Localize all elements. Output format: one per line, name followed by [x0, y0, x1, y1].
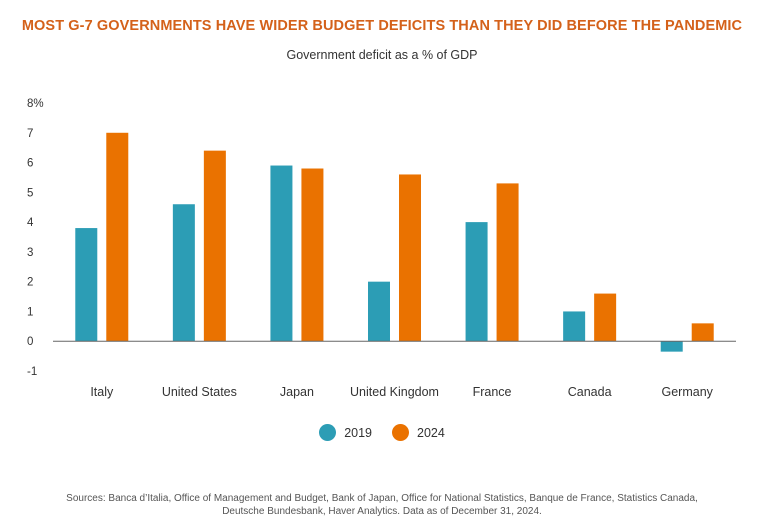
- legend-swatch-2024: [392, 424, 409, 441]
- bar-2019-france: [465, 222, 488, 342]
- bar-2024-canada: [594, 293, 617, 342]
- y-tick-label: 5: [27, 187, 33, 199]
- legend-label-2019: 2019: [344, 425, 372, 440]
- bars-group: [75, 132, 714, 352]
- bar-2019-canada: [563, 311, 586, 342]
- x-tick-label: United Kingdom: [350, 385, 439, 399]
- legend: 2019 2024: [0, 424, 764, 441]
- bar-2019-japan: [270, 165, 293, 342]
- sources-line-1: Sources: Banca d’Italia, Office of Manag…: [66, 493, 698, 504]
- x-tick-label: France: [473, 385, 512, 399]
- y-tick-label: 0: [27, 336, 33, 348]
- x-axis: Italy United States Japan United Kingdom Fra…: [90, 385, 713, 399]
- x-tick-label: Canada: [568, 385, 612, 399]
- y-axis: 8% 7 6 5 4 3 2 1 0 -1: [27, 98, 44, 378]
- bar-2024-france: [496, 183, 519, 342]
- y-tick-label: 1: [27, 306, 33, 318]
- bar-2024-germany: [691, 323, 714, 342]
- legend-swatch-2019: [319, 424, 337, 441]
- legend-item-2024: 2024: [392, 424, 445, 441]
- y-tick-label: 8%: [27, 98, 44, 110]
- y-tick-label: 3: [27, 247, 33, 259]
- legend-item-2019: 2019: [319, 424, 372, 441]
- bar-chart: 8% 7 6 5 4 3 2 1 0 -1 Italy United States Japan Unit…: [27, 98, 736, 399]
- y-tick-label: 6: [27, 158, 33, 170]
- y-tick-label: 2: [27, 277, 33, 289]
- y-tick-label: -1: [27, 366, 37, 378]
- bar-2024-japan: [301, 168, 324, 342]
- chart-subtitle: Government deficit as a % of GDP: [286, 48, 478, 62]
- bar-2019-united-kingdom: [368, 281, 390, 342]
- bar-2024-united-states: [203, 150, 226, 342]
- sources-note: Sources: Banca d’Italia, Office of Manag…: [0, 492, 764, 518]
- bar-2024-united-kingdom: [399, 174, 421, 342]
- bar-2024-italy: [106, 132, 129, 342]
- bar-2019-germany: [660, 341, 683, 352]
- chart-title: MOST G-7 GOVERNMENTS HAVE WIDER BUDGET D…: [21, 18, 743, 34]
- x-tick-label: United States: [162, 385, 237, 399]
- x-tick-label: Germany: [662, 385, 714, 399]
- x-tick-label: Japan: [280, 385, 314, 399]
- legend-label-2024: 2024: [417, 425, 445, 440]
- bar-2019-italy: [75, 228, 98, 342]
- y-tick-label: 4: [27, 217, 34, 229]
- bar-2019-united-states: [172, 204, 195, 342]
- x-tick-label: Italy: [90, 385, 114, 399]
- y-tick-label: 7: [27, 128, 33, 140]
- sources-line-2: Deutsche Bundesbank, Haver Analytics. Da…: [222, 506, 542, 517]
